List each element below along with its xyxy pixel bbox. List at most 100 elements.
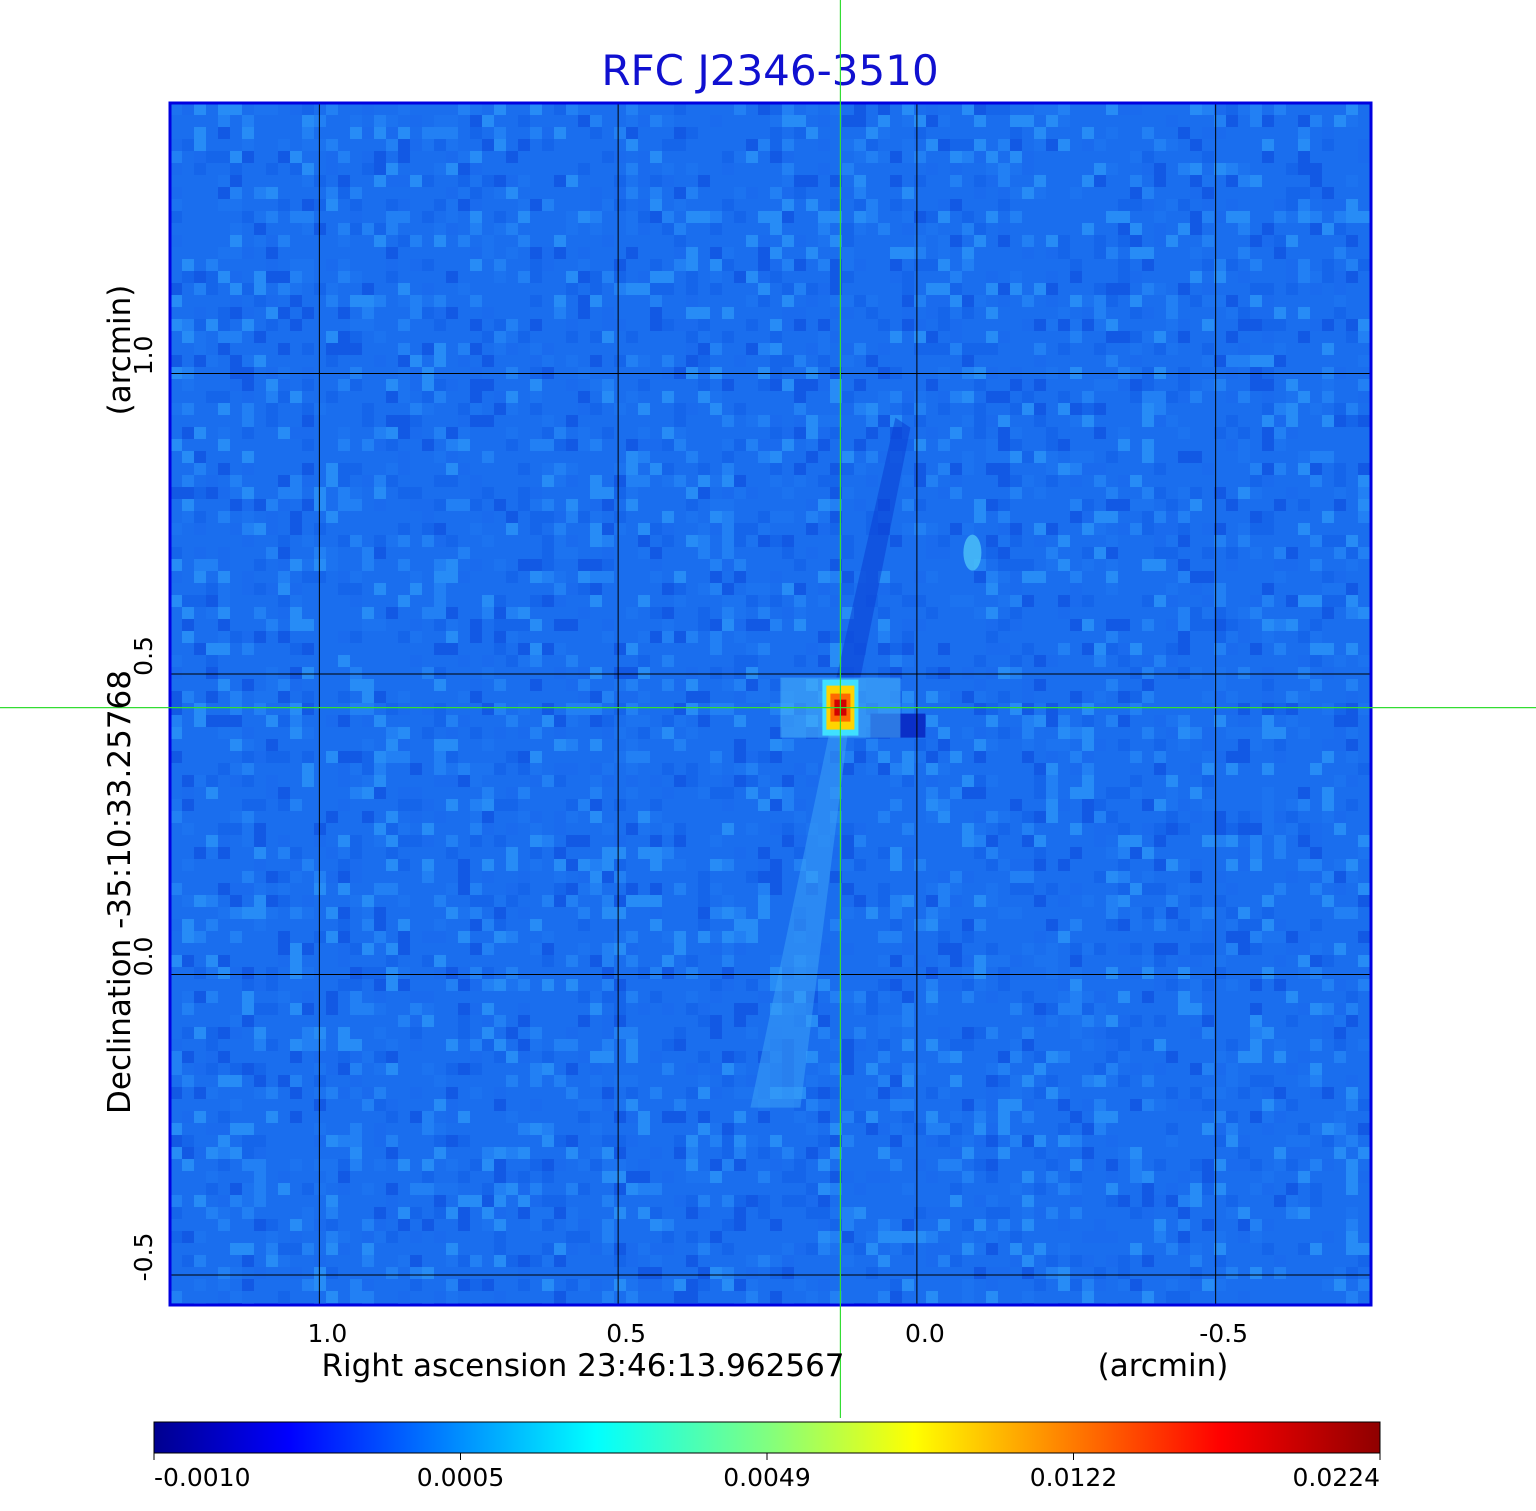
- image-pixel: [638, 535, 650, 547]
- coordinate-grid: [170, 103, 1371, 1305]
- image-pixel: [1154, 283, 1166, 295]
- image-pixel: [338, 343, 350, 355]
- image-pixel: [1262, 799, 1274, 811]
- image-pixel: [770, 703, 782, 715]
- image-pixel: [974, 703, 986, 715]
- image-pixel: [746, 523, 758, 535]
- image-pixel: [602, 319, 614, 331]
- image-pixel: [1118, 211, 1130, 223]
- image-pixel: [1262, 667, 1274, 679]
- image-pixel: [878, 847, 890, 859]
- image-pixel: [1214, 427, 1226, 439]
- image-pixel: [758, 1207, 770, 1219]
- image-pixel: [530, 859, 542, 871]
- image-pixel: [1322, 643, 1334, 655]
- image-pixel: [698, 1051, 710, 1063]
- image-pixel: [230, 307, 242, 319]
- image-pixel: [458, 655, 470, 667]
- image-pixel: [302, 259, 314, 271]
- image-pixel: [638, 631, 650, 643]
- image-pixel: [1310, 283, 1322, 295]
- image-pixel: [362, 163, 374, 175]
- image-pixel: [734, 571, 746, 583]
- image-pixel: [1070, 979, 1082, 991]
- image-pixel: [1130, 223, 1142, 235]
- image-pixel: [230, 223, 242, 235]
- image-pixel: [1214, 355, 1226, 367]
- image-pixel: [686, 511, 698, 523]
- image-pixel: [734, 1003, 746, 1015]
- image-pixel: [998, 427, 1010, 439]
- image-pixel: [1262, 823, 1274, 835]
- image-pixel: [962, 391, 974, 403]
- image-pixel: [854, 895, 866, 907]
- image-pixel: [1322, 1159, 1334, 1171]
- image-pixel: [1106, 247, 1118, 259]
- image-pixel: [266, 583, 278, 595]
- image-pixel: [770, 247, 782, 259]
- image-pixel: [326, 1291, 338, 1303]
- image-pixel: [482, 487, 494, 499]
- image-pixel: [542, 1207, 554, 1219]
- image-pixel: [374, 751, 386, 763]
- image-pixel: [1238, 211, 1250, 223]
- image-pixel: [1310, 1039, 1322, 1051]
- image-pixel: [614, 1255, 626, 1267]
- image-pixel: [566, 619, 578, 631]
- image-pixel: [686, 1159, 698, 1171]
- image-pixel: [866, 427, 878, 439]
- image-pixel: [458, 151, 470, 163]
- image-pixel: [206, 475, 218, 487]
- image-pixel: [266, 211, 278, 223]
- image-pixel: [230, 523, 242, 535]
- image-pixel: [506, 343, 518, 355]
- image-pixel: [674, 247, 686, 259]
- image-pixel: [758, 643, 770, 655]
- image-pixel: [1238, 751, 1250, 763]
- image-pixel: [710, 835, 722, 847]
- image-pixel: [998, 223, 1010, 235]
- image-pixel: [386, 1099, 398, 1111]
- image-pixel: [1310, 859, 1322, 871]
- image-pixel: [1238, 715, 1250, 727]
- image-pixel: [398, 391, 410, 403]
- image-pixel: [314, 283, 326, 295]
- image-pixel: [914, 595, 926, 607]
- image-pixel: [386, 1195, 398, 1207]
- image-pixel: [254, 1267, 266, 1279]
- image-pixel: [542, 1123, 554, 1135]
- image-pixel: [1010, 271, 1022, 283]
- image-pixel: [1070, 967, 1082, 979]
- image-pixel: [242, 739, 254, 751]
- image-pixel: [626, 139, 638, 151]
- image-pixel: [446, 643, 458, 655]
- image-pixel: [1214, 607, 1226, 619]
- image-pixel: [1070, 1195, 1082, 1207]
- image-pixel: [626, 127, 638, 139]
- image-pixel: [662, 847, 674, 859]
- image-pixel: [746, 295, 758, 307]
- image-pixel: [698, 343, 710, 355]
- image-pixel: [230, 703, 242, 715]
- image-pixel: [950, 1039, 962, 1051]
- image-pixel: [938, 211, 950, 223]
- image-pixel: [722, 379, 734, 391]
- image-pixel: [986, 1063, 998, 1075]
- image-pixel: [326, 847, 338, 859]
- image-pixel: [1082, 1099, 1094, 1111]
- image-pixel: [422, 523, 434, 535]
- image-pixel: [218, 511, 230, 523]
- image-pixel: [902, 187, 914, 199]
- image-pixel: [1358, 1123, 1370, 1135]
- image-pixel: [1166, 823, 1178, 835]
- image-pixel: [194, 523, 206, 535]
- image-pixel: [374, 223, 386, 235]
- image-pixel: [1202, 991, 1214, 1003]
- image-pixel: [842, 391, 854, 403]
- image-pixel: [278, 427, 290, 439]
- image-pixel: [566, 319, 578, 331]
- image-pixel: [398, 967, 410, 979]
- image-pixel: [1298, 799, 1310, 811]
- image-pixel: [914, 739, 926, 751]
- image-pixel: [350, 187, 362, 199]
